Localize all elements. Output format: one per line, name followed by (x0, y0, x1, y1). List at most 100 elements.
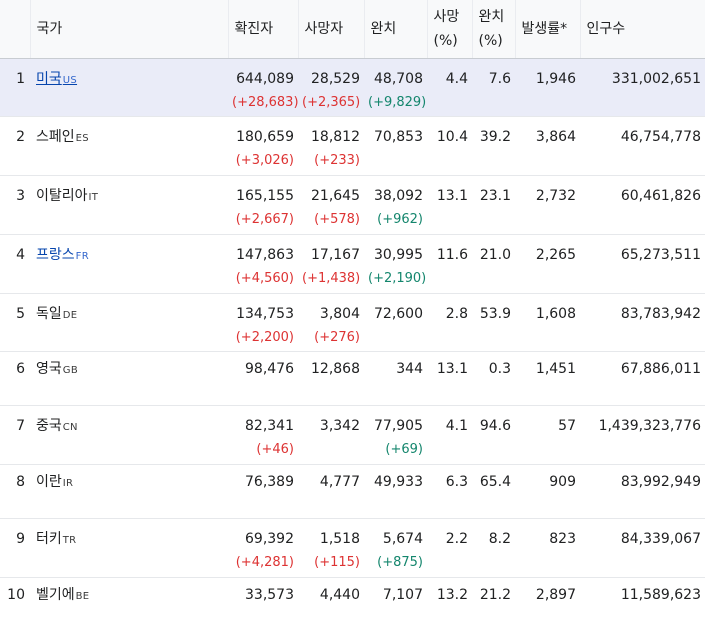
death-rate-cell: 2.2 (427, 518, 472, 578)
table-row: 9 터키TR 69,392 (+4,281) 1,518 (+115) 5,674(… (0, 518, 705, 578)
deaths-delta: (+233) (314, 153, 360, 169)
recovered-delta: (+69) (385, 442, 423, 458)
deaths-header[interactable]: 사망자 (297, 0, 364, 59)
incidence-cell: 3,864 (515, 116, 580, 176)
recovery-rate-cell: 39.2 (472, 116, 515, 176)
recovery-rate-cell: 8.2 (472, 518, 515, 578)
table-row: 2 스페인ES 180,659 (+3,026) 18,812 (+233) 70,… (0, 116, 705, 176)
confirmed-cell: 180,659 (+3,026) (228, 116, 298, 176)
recovered-cell: 77,905 (+69) (364, 405, 427, 465)
death-rate-cell: 13.1 (427, 175, 472, 235)
confirmed-delta: (+3,026) (235, 153, 294, 169)
incidence-cell: 1,946 (515, 57, 580, 117)
table-row: 10 벨기에BE 33,573 4,440 7,107 13.2 21.2 2,… (0, 577, 705, 632)
rank-cell: 8 (0, 464, 30, 519)
rank-cell: 6 (0, 351, 30, 406)
recovered-cell: 7,107 (364, 577, 427, 632)
deaths-cell: 3,342 (298, 405, 364, 465)
deaths-delta: (+2,365) (302, 94, 361, 110)
confirmed-delta: (+4,281) (235, 555, 294, 571)
population-cell: 67,886,011 (580, 351, 705, 406)
recovery-rate-header[interactable]: 완치 (%) (471, 0, 515, 59)
confirmed-cell: 33,573 (228, 577, 298, 632)
country-link[interactable]: 미국US (36, 70, 78, 87)
confirmed-cell: 134,753 (+2,200) (228, 292, 298, 352)
recovery-rate-cell: 65.4 (472, 464, 515, 519)
deaths-cell: 3,804 (+276) (298, 292, 364, 352)
recovery-rate-cell: 21.2 (472, 577, 515, 632)
country-link[interactable]: 프랑스FR (36, 246, 89, 263)
incidence-cell: 57 (515, 405, 580, 465)
country-code: GB (62, 365, 78, 377)
confirmed-header[interactable]: 확진자 (227, 0, 298, 59)
recovered-cell: 49,933 (364, 464, 427, 519)
table-row: 6 영국GB 98,476 12,868 344 13.1 0.3 1,451 … (0, 351, 705, 406)
recovered-cell: 38,092 (+962) (364, 175, 427, 235)
rank-cell: 7 (0, 405, 30, 465)
recovered-delta: (+9,829) (368, 94, 427, 110)
incidence-cell: 2,732 (515, 175, 580, 235)
population-cell: 83,783,942 (580, 292, 705, 352)
population-cell: 11,589,623 (580, 577, 705, 632)
country-cell: 중국CN (30, 405, 228, 465)
table-header-row: 국가 확진자 사망자 완치 사망 (%) 완치 (%) 발생률* 인구수 (0, 0, 705, 59)
deaths-delta: (+578) (314, 212, 360, 228)
incidence-header[interactable]: 발생률* (514, 0, 580, 59)
death-rate-cell: 11.6 (427, 233, 472, 294)
confirmed-cell: 82,341 (+46) (228, 405, 298, 465)
recovery-rate-cell: 53.9 (472, 292, 515, 352)
incidence-cell: 909 (515, 464, 580, 519)
confirmed-delta: (+28,683) (232, 94, 299, 110)
country-cell: 터키TR (30, 518, 228, 578)
country-code: DE (62, 309, 78, 321)
recovery-rate-cell: 23.1 (472, 175, 515, 235)
death-rate-cell: 13.2 (427, 577, 472, 632)
country-cell: 미국US (30, 57, 228, 117)
recovered-delta: (+2,190) (368, 270, 427, 286)
recovered-delta: (+875) (377, 555, 423, 571)
country-code: FR (75, 250, 89, 262)
deaths-cell: 12,868 (298, 351, 364, 406)
deaths-cell: 18,812 (+233) (298, 116, 364, 176)
country-header[interactable]: 국가 (29, 0, 228, 59)
death-rate-cell: 13.1 (427, 351, 472, 406)
recovered-cell: 344 (364, 351, 427, 406)
confirmed-delta: (+4,560) (235, 270, 294, 286)
confirmed-cell: 69,392 (+4,281) (228, 518, 298, 578)
confirmed-cell: 98,476 (228, 351, 298, 406)
population-header[interactable]: 인구수 (579, 0, 705, 59)
country-cell: 벨기에BE (30, 577, 228, 632)
incidence-cell: 2,265 (515, 233, 580, 294)
recovery-rate-cell: 94.6 (472, 405, 515, 465)
table-row: 1 미국US 644,089 (+28,683) 28,529 (+2,365) 4… (0, 57, 705, 117)
deaths-cell: 21,645 (+578) (298, 175, 364, 235)
country-cell: 이탈리아IT (30, 175, 228, 235)
confirmed-delta: (+2,200) (235, 329, 294, 345)
country-cell: 영국GB (30, 351, 228, 406)
confirmed-cell: 165,155 (+2,667) (228, 175, 298, 235)
confirmed-cell: 147,863 (+4,560) (228, 233, 298, 294)
population-cell: 65,273,511 (580, 233, 705, 294)
deaths-delta: (+276) (314, 329, 360, 345)
country-code: US (62, 74, 78, 86)
population-cell: 46,754,778 (580, 116, 705, 176)
death-rate-cell: 4.1 (427, 405, 472, 465)
population-cell: 1,439,323,776 (580, 405, 705, 465)
death-rate-cell: 6.3 (427, 464, 472, 519)
country-cell: 프랑스FR (30, 233, 228, 294)
deaths-delta: (+1,438) (302, 270, 361, 286)
death-rate-cell: 4.4 (427, 57, 472, 117)
recovery-rate-cell: 21.0 (472, 233, 515, 294)
recovery-rate-cell: 0.3 (472, 351, 515, 406)
rank-cell: 10 (0, 577, 30, 632)
death-rate-header[interactable]: 사망 (%) (426, 0, 472, 59)
population-cell: 83,992,949 (580, 464, 705, 519)
recovered-header[interactable]: 완치 (363, 0, 427, 59)
population-cell: 60,461,826 (580, 175, 705, 235)
deaths-cell: 28,529 (+2,365) (298, 57, 364, 117)
country-code: CN (62, 422, 78, 434)
confirmed-delta: (+46) (256, 442, 294, 458)
incidence-cell: 2,897 (515, 577, 580, 632)
table-row: 7 중국CN 82,341 (+46) 3,342 77,905 (+69) 4.1… (0, 405, 705, 465)
rank-header (0, 0, 30, 59)
